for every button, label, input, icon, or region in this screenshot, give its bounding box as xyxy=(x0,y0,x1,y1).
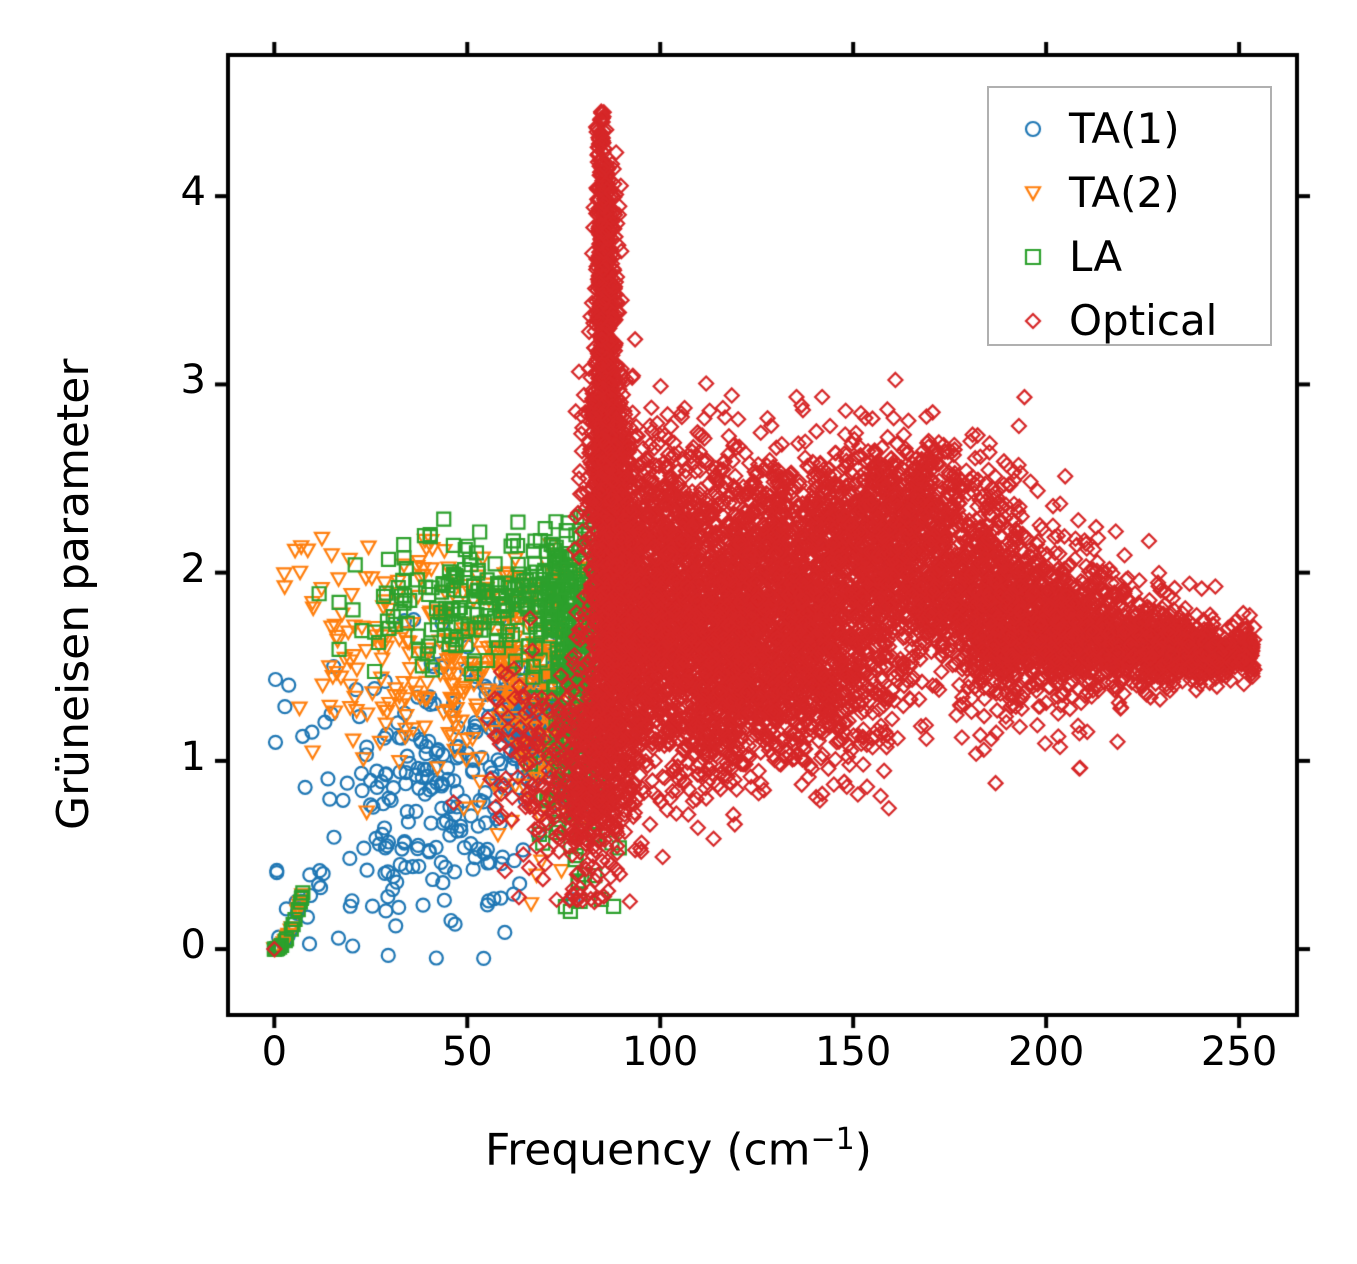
x-axis-title-superscript: −1 xyxy=(810,1122,855,1157)
x-axis-title-main: Frequency (cm xyxy=(485,1124,811,1176)
legend-box: TA(1) TA(2) LA Optical xyxy=(987,86,1274,353)
diamond-marker-icon xyxy=(1011,288,1055,353)
y-tick-label: 2 xyxy=(180,545,206,592)
legend-label: TA(1) xyxy=(1069,104,1180,153)
square-marker-icon xyxy=(1011,224,1055,289)
x-tick-label: 200 xyxy=(1007,1029,1085,1075)
y-tick-label: 0 xyxy=(180,922,206,969)
x-tick-label: 0 xyxy=(261,1029,288,1075)
legend-entry-optical[interactable]: Optical xyxy=(989,288,1274,353)
y-tick-label: 1 xyxy=(180,733,206,780)
legend-label: LA xyxy=(1069,232,1123,281)
triangle-down-marker-icon xyxy=(1011,160,1055,225)
legend-label: Optical xyxy=(1069,296,1218,345)
legend-entry-la[interactable]: LA xyxy=(989,224,1274,289)
legend-label: TA(2) xyxy=(1069,168,1180,217)
legend-entry-ta2[interactable]: TA(2) xyxy=(989,160,1274,225)
x-axis-title: Frequency (cm−1) xyxy=(0,1122,1357,1176)
x-tick-label: 150 xyxy=(815,1029,892,1075)
circle-marker-icon xyxy=(1011,96,1055,161)
x-axis-title-tail: ) xyxy=(854,1124,872,1176)
legend-entry-ta1[interactable]: TA(1) xyxy=(989,96,1274,161)
y-tick-label: 3 xyxy=(180,357,206,404)
y-tick-label: 4 xyxy=(180,169,206,216)
y-axis-title: Grüneisen parameter xyxy=(48,358,99,830)
x-tick-label: 250 xyxy=(1200,1029,1278,1075)
x-tick-label: 50 xyxy=(441,1029,493,1075)
x-tick-label: 100 xyxy=(622,1029,699,1075)
